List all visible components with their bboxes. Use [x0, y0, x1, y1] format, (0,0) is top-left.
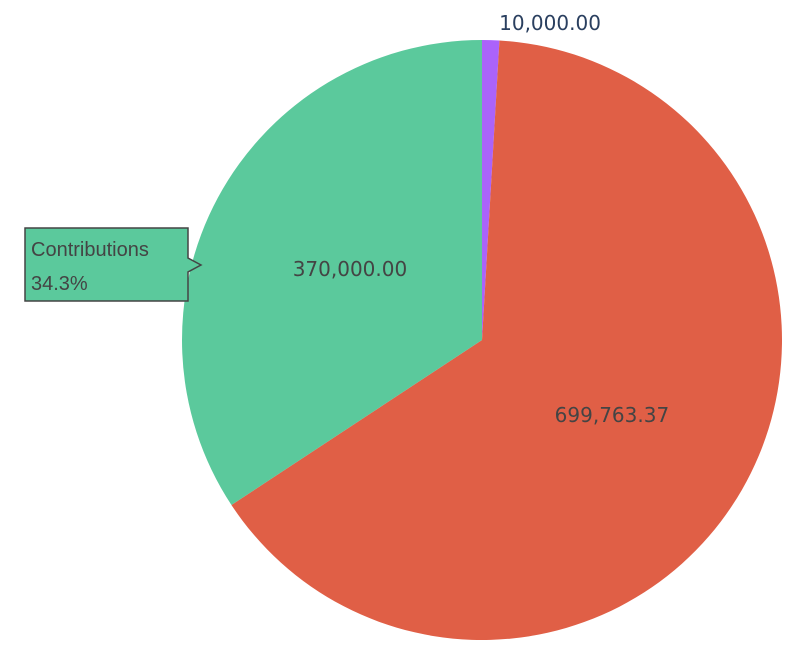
hover-tooltip: Contributions 34.3% — [24, 227, 203, 302]
pie-slice-0[interactable] — [482, 40, 500, 340]
hover-percent: 34.3% — [31, 273, 88, 295]
hover-label: Contributions — [31, 239, 149, 261]
slice-value-label-1: 699,763.37 — [555, 403, 670, 427]
hover-tooltip-box — [24, 227, 203, 302]
pie-slice-2[interactable] — [182, 40, 483, 505]
slice-value-label-2: 370,000.00 — [293, 257, 408, 281]
pie-slice-1[interactable] — [231, 40, 782, 640]
slice-labels: 10,000.00 699,763.37 370,000.00 — [293, 11, 669, 427]
slice-value-label-0: 10,000.00 — [499, 11, 601, 35]
pie-slices — [182, 40, 782, 640]
